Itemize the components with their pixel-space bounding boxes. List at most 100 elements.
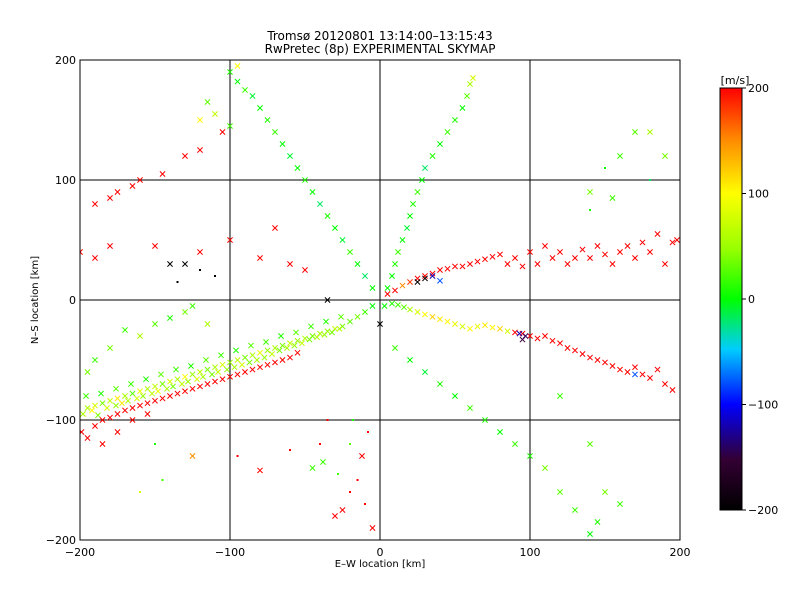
data-point-cross [182, 373, 188, 380]
data-point-cross [572, 347, 578, 354]
data-point-cross [174, 390, 181, 397]
data-point-cross [609, 363, 616, 369]
data-point-cross [293, 329, 299, 336]
data-point-cross [159, 395, 166, 402]
data-point-cross [429, 313, 436, 320]
data-point-cross [347, 318, 353, 325]
data-point-cross [362, 273, 368, 279]
data-point-cross [107, 243, 113, 249]
data-point-cross [309, 189, 316, 195]
data-point-cross [422, 311, 428, 318]
data-point-cross [669, 239, 676, 246]
data-point-cross [399, 237, 406, 243]
data-point-cross [113, 385, 119, 392]
data-point-cross [459, 105, 466, 111]
data-point-cross [167, 261, 173, 267]
data-point-cross [306, 336, 313, 343]
data-point-cross [512, 329, 518, 336]
data-point-cross [422, 275, 428, 282]
colorbar-label: [m/s] [721, 74, 750, 87]
data-point-cross [254, 357, 260, 363]
data-point-cross [80, 429, 85, 435]
data-point-cross [212, 378, 218, 385]
data-point-cross [219, 376, 226, 383]
data-point-cross [639, 371, 646, 378]
data-point-cross [437, 277, 443, 284]
data-point-cross [572, 255, 578, 261]
data-point-cross [128, 381, 134, 387]
data-point-cross [381, 303, 388, 309]
data-point-cross [218, 352, 224, 359]
data-point-cross [617, 501, 623, 507]
y-axis-label: N–S location [km] [30, 256, 41, 344]
data-point-cross [504, 261, 511, 267]
data-point-cross [204, 381, 211, 387]
data-point-cross [188, 363, 194, 369]
data-point-cross [557, 249, 563, 255]
data-point-cross [200, 373, 206, 380]
data-point-cross [320, 459, 326, 465]
data-point-cross [410, 201, 416, 207]
data-point-cross [197, 369, 203, 375]
data-point-cross [272, 359, 278, 366]
data-point-cross [182, 153, 188, 159]
data-point-dot [364, 503, 366, 505]
data-point-cross [534, 261, 541, 267]
data-point-cross [459, 263, 466, 270]
data-point-cross [294, 165, 301, 171]
data-point-cross [92, 402, 98, 409]
data-point-cross [522, 333, 529, 339]
data-point-cross [257, 349, 263, 356]
data-point-cross [287, 354, 293, 361]
data-point-cross [482, 256, 488, 263]
data-point-cross [594, 519, 601, 525]
data-point-cross [114, 411, 121, 417]
data-point-cross [647, 129, 653, 135]
data-point-cross [152, 243, 158, 249]
data-point-dot [176, 281, 179, 283]
data-point-cross [84, 435, 91, 441]
data-point-cross [654, 366, 661, 373]
data-point-cross [617, 153, 623, 159]
data-point-cross [557, 340, 563, 347]
data-point-cross [579, 351, 586, 357]
data-point-cross [173, 366, 179, 373]
data-point-cross [437, 316, 443, 323]
data-point-cross [197, 249, 203, 255]
data-point-cross [227, 237, 233, 243]
data-point-cross [209, 371, 215, 378]
data-point-cross [137, 388, 143, 395]
data-point-cross [647, 375, 653, 381]
data-point-cross [632, 371, 638, 378]
data-point-cross [437, 381, 443, 387]
colorbar-tick-label: 100 [748, 188, 769, 201]
data-point-cross [587, 531, 593, 537]
colorbar-ticks: 200 100 0 −100 −200 [742, 82, 778, 517]
data-point-cross [497, 325, 503, 332]
data-point-cross [602, 359, 608, 366]
data-point-cross [114, 189, 121, 195]
data-point-cross [309, 465, 316, 471]
data-point-cross [234, 371, 241, 378]
data-point-cross [662, 381, 668, 387]
data-point-cross [332, 513, 338, 519]
data-point-cross [114, 395, 121, 402]
data-point-cross [662, 261, 668, 267]
data-point-cross [354, 261, 361, 267]
data-point-cross [170, 383, 176, 390]
data-point-cross [542, 465, 548, 471]
data-point-cross [389, 273, 395, 279]
chart-subtitle: RwPretec (8p) EXPERIMENTAL SKYMAP [265, 42, 496, 56]
data-point-cross [359, 453, 365, 459]
data-point-cross [557, 489, 563, 495]
data-point-cross [497, 429, 503, 435]
data-point-dot [604, 167, 606, 169]
data-point-cross [512, 255, 518, 261]
data-point-cross [269, 351, 275, 357]
data-point-cross [407, 306, 413, 313]
data-point-cross [489, 253, 496, 260]
data-point-cross [377, 321, 383, 327]
data-point-cross [572, 507, 578, 513]
y-tick-label: 200 [55, 54, 76, 67]
data-point-cross [219, 129, 226, 135]
